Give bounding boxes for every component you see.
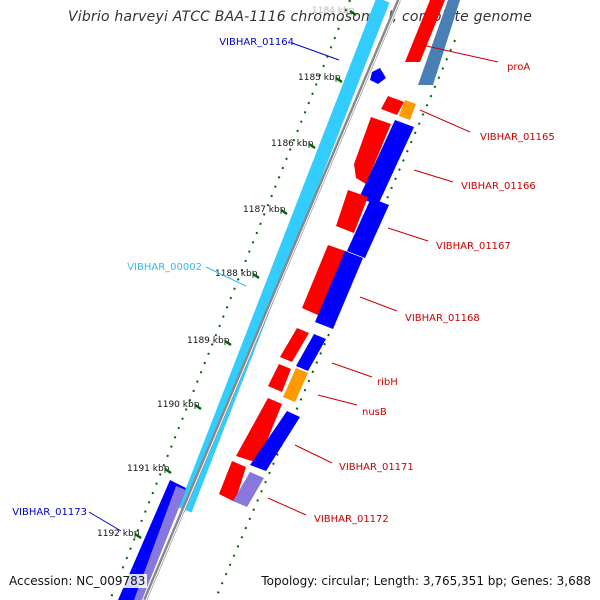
ruler-tick-label: 1191 kbp	[127, 464, 170, 474]
leader-line-vibhar-01165	[419, 109, 471, 133]
gene-label-vibhar-01167: VIBHAR_01167	[436, 241, 511, 252]
gene-label-vibhar-01164: VIBHAR_01164	[219, 37, 294, 48]
cds-block	[302, 245, 348, 316]
ruler-tick-mark	[164, 467, 172, 475]
pseudo-block	[233, 472, 264, 507]
cds-block	[280, 328, 309, 362]
ruler-dotted-line-right	[214, 39, 456, 600]
gene-label-vibhar-01171: VIBHAR_01171	[339, 462, 414, 473]
ruler-tick-label: 1189 kbp	[187, 336, 230, 346]
gene-label-vibhar-01168: VIBHAR_01168	[405, 313, 480, 324]
leader-line-vibhar-01172	[267, 497, 307, 516]
cds-block	[354, 117, 391, 184]
gene-block	[315, 251, 363, 329]
cds-block	[268, 364, 291, 392]
cds-block-top	[405, 0, 445, 62]
gene-label-nusB: nusB	[362, 407, 387, 418]
ruler-tick-mark	[349, 9, 357, 17]
ruler-dots	[109, 0, 456, 600]
gene-label-ribH: ribH	[377, 377, 398, 388]
genome-summary-text: Topology: circular; Length: 3,765,351 bp…	[259, 574, 593, 588]
ruler-tick-label: 1192 kbp	[97, 529, 140, 539]
ruler-tick-mark	[335, 76, 343, 84]
leader-line-vibhar-01171	[294, 444, 333, 464]
ruler-tick-mark	[194, 403, 202, 411]
ruler-tick-mark	[280, 208, 288, 216]
ruler-tick-label: 1186 kbp	[271, 139, 314, 149]
orange-block	[283, 368, 308, 402]
gene-block	[250, 411, 300, 471]
gene-block	[359, 120, 414, 205]
gene-label-vibhar-01173: VIBHAR_01173	[12, 507, 87, 518]
leader-line-ribH	[331, 362, 373, 378]
map-title: Vibrio harveyi ATCC BAA-1116 chromosome …	[67, 9, 533, 25]
ruler-tick-mark	[252, 272, 260, 280]
gene-block	[347, 198, 389, 258]
cds-block	[381, 96, 404, 115]
leader-line-vibhar-00002	[205, 266, 247, 287]
gene-label-vibhar-01165: VIBHAR_01165	[480, 132, 555, 143]
gene-labels: proA VIBHAR_01165 VIBHAR_01166 VIBHAR_01167…	[12, 37, 555, 532]
ruler-tick-label: 1190 kbp	[157, 400, 200, 410]
backbone-tracks	[143, 0, 401, 600]
gene-label-vibhar-01172: VIBHAR_01172	[314, 514, 389, 525]
leader-line-nusB	[317, 394, 358, 406]
leader-line-vibhar-01164	[291, 42, 340, 61]
ruler-ticks: 1184 kbp 1185 kbp 1186 kbp 1187 kbp 1188 kbp…	[97, 6, 357, 540]
gene-marker-small	[370, 68, 386, 84]
ruler-tick-label: 1184 kbp	[312, 6, 355, 16]
ruler-tick-label: 1185 kbp	[298, 73, 341, 83]
cds-block	[219, 461, 246, 502]
gene-label-vibhar-00002: VIBHAR_00002	[127, 262, 202, 273]
gene-block	[296, 334, 326, 371]
accession-text: Accession: NC_009783	[7, 574, 148, 588]
gene-label-proA: proA	[507, 62, 530, 73]
leader-line-vibhar-01166	[413, 169, 454, 183]
feature-blocks	[118, 0, 460, 600]
leader-line-vibhar-01167	[387, 227, 429, 242]
ruler-tick-mark	[224, 339, 232, 347]
ruler-tick-label: 1187 kbp	[243, 205, 286, 215]
gene-label-vibhar-01166: VIBHAR_01166	[461, 181, 536, 192]
backbone-highlight	[145, 0, 401, 600]
pseudo-overlay-bottom	[134, 486, 186, 600]
ruler-tick-mark	[308, 142, 316, 150]
cds-block	[236, 398, 282, 463]
leader-line-vibhar-01168	[359, 296, 398, 312]
leader-line-proA	[421, 44, 499, 63]
ruler-tick-mark	[134, 532, 142, 540]
steel-block-top	[418, 0, 460, 85]
orange-block-1	[399, 100, 416, 120]
backbone-grey-line	[143, 0, 401, 600]
ruler-tick-label: 1188 kbp	[215, 269, 258, 279]
leader-line-vibhar-01173	[88, 511, 122, 532]
cds-block	[336, 190, 368, 233]
